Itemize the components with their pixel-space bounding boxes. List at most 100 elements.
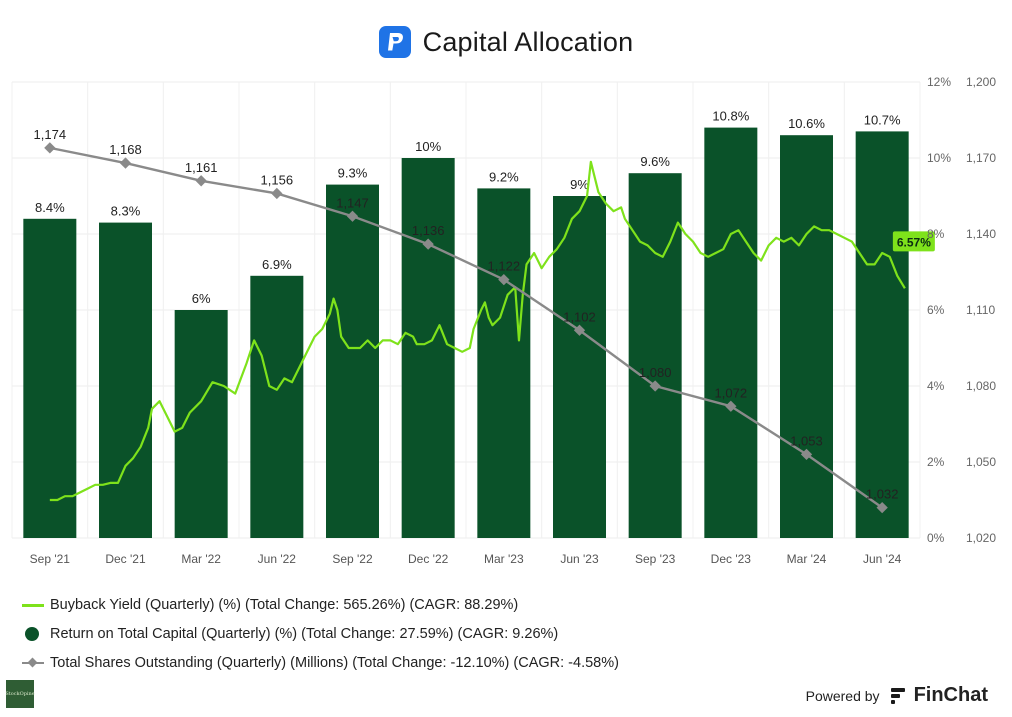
x-tick-label: Sep '21 bbox=[30, 552, 71, 566]
shares-data-label: 1,032 bbox=[866, 487, 899, 502]
x-tick-label: Sep '23 bbox=[635, 552, 676, 566]
chart-svg: 8.4% 8.3% 6% 6.9% 9.3% 10% 9.2% 9% 9.6% 10.8% 10.6… bbox=[11, 75, 997, 566]
y-right-tick-label: 1,080 bbox=[966, 379, 996, 393]
bar bbox=[174, 310, 228, 538]
bar-data-label: 9.2% bbox=[489, 169, 519, 184]
bar-data-label: 10.8% bbox=[712, 109, 749, 124]
legend-item-return-on-capital[interactable]: Return on Total Capital (Quarterly) (%) … bbox=[22, 619, 619, 648]
axes: 12% 10% 8% 6% 4% 2% 0% 1,200 1,170 1,140 1,110 1,08… bbox=[30, 75, 997, 566]
y-left-tick-label: 8% bbox=[927, 227, 945, 241]
shares-data-label: 1,072 bbox=[715, 385, 748, 400]
y-right-tick-label: 1,200 bbox=[966, 75, 996, 89]
x-tick-label: Dec '22 bbox=[408, 552, 449, 566]
x-tick-label: Sep '22 bbox=[332, 552, 373, 566]
x-tick-label: Dec '21 bbox=[105, 552, 146, 566]
shares-marker bbox=[195, 175, 207, 187]
shares-marker bbox=[649, 380, 661, 392]
y-left-tick-label: 6% bbox=[927, 303, 945, 317]
bar-data-label: 10.7% bbox=[864, 112, 901, 127]
bar-data-label: 10% bbox=[415, 139, 441, 154]
y-right-tick-label: 1,050 bbox=[966, 455, 996, 469]
shares-line bbox=[49, 146, 883, 509]
shares-data-label: 1,122 bbox=[488, 259, 521, 274]
shares-data-label: 1,080 bbox=[639, 365, 672, 380]
bar bbox=[250, 275, 304, 538]
bar-data-label: 9.3% bbox=[338, 166, 368, 181]
shares-marker bbox=[271, 187, 283, 200]
shares-marker bbox=[498, 273, 510, 286]
shares-data-label: 1,156 bbox=[261, 172, 294, 187]
y-left-tick-label: 4% bbox=[927, 379, 945, 393]
line-swatch-icon bbox=[22, 598, 44, 612]
y-right-tick-label: 1,140 bbox=[966, 227, 996, 241]
footer-brand[interactable]: Powered by FinChat bbox=[806, 684, 988, 707]
shares-marker bbox=[346, 210, 359, 222]
x-tick-label: Dec '23 bbox=[711, 552, 752, 566]
bar bbox=[99, 222, 152, 538]
legend-label: Total Shares Outstanding (Quarterly) (Mi… bbox=[50, 654, 619, 671]
chart-header: Capital Allocation bbox=[0, 22, 1012, 62]
y-left-tick-label: 0% bbox=[927, 531, 945, 545]
bar-data-label: 9% bbox=[570, 177, 589, 192]
shares-marker bbox=[800, 448, 813, 461]
bar-data-label: 10.6% bbox=[788, 116, 825, 131]
bar bbox=[401, 158, 455, 538]
last-value-badge bbox=[892, 231, 935, 252]
last-value-label: 6.57% bbox=[897, 235, 931, 249]
bar bbox=[704, 127, 758, 538]
chart-title: Capital Allocation bbox=[422, 26, 634, 57]
line-diamond-swatch-icon bbox=[22, 656, 44, 670]
bar-data-label: 6.9% bbox=[262, 257, 292, 272]
shares-data-label: 1,053 bbox=[790, 433, 823, 448]
legend-label: Buyback Yield (Quarterly) (%) (Total Cha… bbox=[50, 596, 519, 613]
legend-item-shares-outstanding[interactable]: Total Shares Outstanding (Quarterly) (Mi… bbox=[22, 648, 619, 677]
x-tick-label: Mar '24 bbox=[787, 552, 827, 566]
shares-marker bbox=[422, 238, 434, 250]
x-tick-label: Jun '23 bbox=[560, 552, 599, 566]
y-left-tick-label: 12% bbox=[927, 75, 951, 89]
brand-name: FinChat bbox=[913, 684, 988, 706]
y-right-tick-label: 1,020 bbox=[966, 531, 996, 545]
bar bbox=[780, 135, 833, 538]
bar bbox=[855, 131, 909, 538]
legend: Buyback Yield (Quarterly) (%) (Total Cha… bbox=[22, 590, 619, 677]
bar-data-label: 6% bbox=[192, 291, 211, 306]
legend-label: Return on Total Capital (Quarterly) (%) … bbox=[50, 625, 559, 642]
y-right-tick-label: 1,170 bbox=[966, 151, 996, 165]
shares-marker bbox=[44, 142, 56, 154]
y-left-tick-label: 2% bbox=[927, 455, 945, 469]
x-tick-label: Jun '24 bbox=[863, 552, 902, 566]
gridlines bbox=[11, 81, 921, 539]
bar bbox=[553, 196, 606, 538]
powered-by-text: Powered by bbox=[805, 687, 880, 704]
bar-data-label: 8.4% bbox=[35, 200, 65, 215]
y-right-tick-label: 1,110 bbox=[966, 303, 995, 317]
y-left-tick-label: 10% bbox=[927, 151, 951, 165]
finchat-logo-icon bbox=[890, 687, 905, 704]
x-tick-label: Mar '23 bbox=[484, 552, 524, 566]
circle-swatch-icon bbox=[22, 626, 44, 641]
shares-data-label: 1,174 bbox=[34, 127, 67, 142]
shares-data-label: 1,147 bbox=[336, 195, 369, 210]
shares-marker bbox=[725, 400, 737, 412]
shares-marker bbox=[876, 501, 888, 514]
shares-marker bbox=[573, 324, 586, 336]
shares-data-label: 1,161 bbox=[185, 160, 218, 175]
paypal-icon bbox=[378, 26, 411, 58]
shares-data-label: 1,136 bbox=[412, 223, 445, 238]
shares-line-series: 1,174 1,168 1,161 1,156 1,147 1,136 1,122 1,102… bbox=[34, 127, 899, 514]
watermark-logo: StockOpine bbox=[5, 680, 35, 708]
bar bbox=[326, 184, 379, 538]
bar-data-label: 9.6% bbox=[640, 154, 670, 169]
x-tick-label: Jun '22 bbox=[258, 552, 297, 566]
buyback-line-series: 6.57% bbox=[49, 160, 935, 502]
bar bbox=[23, 218, 77, 539]
shares-data-label: 1,168 bbox=[109, 142, 142, 157]
x-tick-label: Mar '22 bbox=[181, 552, 221, 566]
legend-item-buyback-yield[interactable]: Buyback Yield (Quarterly) (%) (Total Cha… bbox=[22, 590, 619, 619]
bar bbox=[628, 173, 682, 538]
bar bbox=[477, 188, 531, 538]
bar-data-label: 8.3% bbox=[111, 204, 141, 219]
shares-data-label: 1,102 bbox=[563, 309, 596, 324]
buyback-line bbox=[49, 160, 906, 502]
